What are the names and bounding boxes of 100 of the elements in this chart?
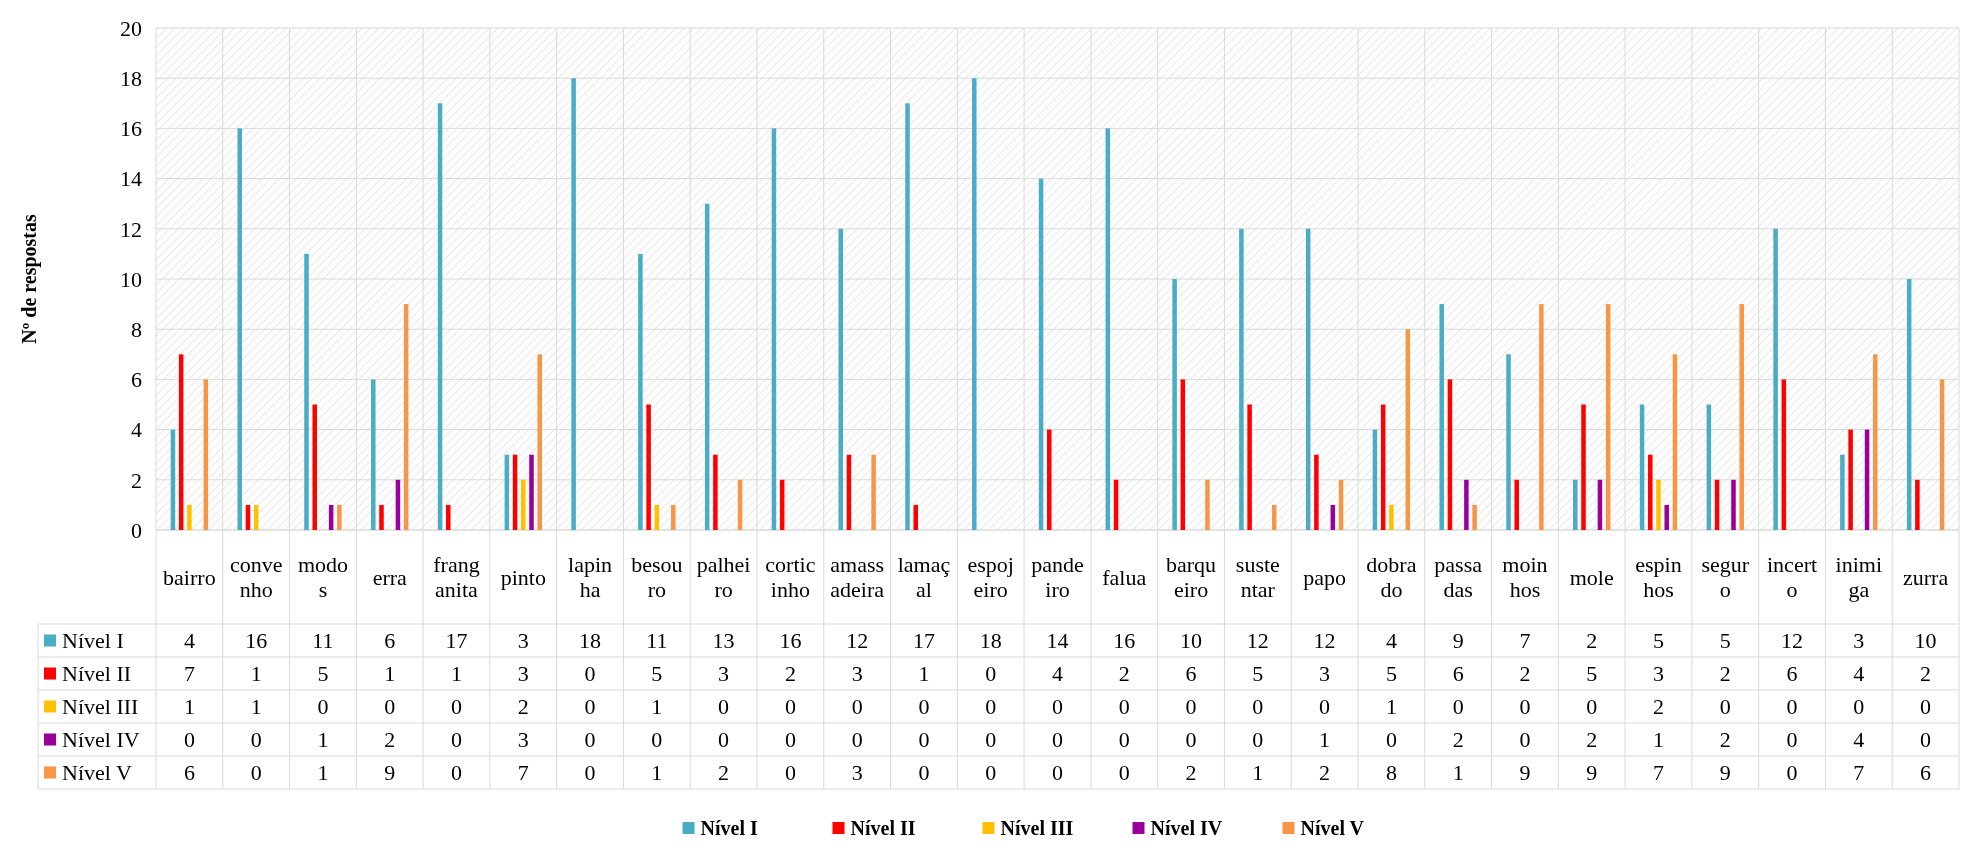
data-label: 1 [1452, 760, 1464, 786]
x-tick-label: seguro [1701, 552, 1750, 603]
data-label: 4 [1853, 661, 1865, 687]
bar [237, 128, 242, 530]
y-tick-label: 14 [120, 166, 142, 192]
data-label: 0 [1519, 694, 1531, 720]
data-label: 1 [1319, 727, 1331, 753]
data-label: 6 [1185, 661, 1197, 687]
bar [1648, 454, 1653, 530]
data-label: 0 [651, 727, 663, 753]
x-tick-label: pandeiro [1031, 552, 1084, 603]
data-label: 0 [985, 727, 997, 753]
bar [646, 404, 651, 530]
data-label: 0 [918, 727, 930, 753]
bar [1514, 479, 1519, 530]
data-label: 3 [517, 628, 529, 654]
bar [521, 479, 526, 530]
data-label: 3 [1319, 661, 1331, 687]
data-label: 0 [584, 760, 596, 786]
data-label: 0 [1118, 727, 1130, 753]
data-label: 2 [1920, 661, 1932, 687]
bar [1239, 228, 1244, 530]
bar [1389, 504, 1394, 530]
data-label: 5 [651, 661, 663, 687]
bar [379, 504, 384, 530]
y-tick-label: 12 [120, 216, 142, 242]
data-label: 4 [1385, 628, 1397, 654]
data-label: 0 [985, 694, 997, 720]
data-label: 0 [918, 694, 930, 720]
data-label: 3 [517, 661, 529, 687]
data-label: 9 [1719, 760, 1731, 786]
data-label: 16 [779, 628, 802, 654]
data-label: 10 [1914, 628, 1937, 654]
data-label: 3 [718, 661, 730, 687]
data-label: 2 [1118, 661, 1130, 687]
x-tick-label: erra [372, 564, 408, 590]
data-label: 0 [1052, 760, 1063, 786]
data-label: 2 [1319, 760, 1331, 786]
y-tick-label: 2 [131, 467, 142, 493]
data-label: 0 [718, 727, 730, 753]
x-tick-label: lamaçal [897, 552, 951, 603]
data-label: 12 [846, 628, 869, 654]
x-tick-label: passadas [1434, 552, 1483, 603]
bar [446, 504, 451, 530]
data-label: 0 [183, 727, 195, 753]
data-label: 1 [1653, 727, 1664, 753]
data-label: 4 [183, 628, 195, 654]
x-tick-label: dobrado [1366, 552, 1417, 603]
data-label: 7 [1853, 760, 1865, 786]
data-label: 0 [718, 694, 730, 720]
bar [1731, 479, 1736, 530]
data-label: 5 [1653, 628, 1664, 654]
x-tick-label: espojeiro [967, 552, 1014, 603]
bar [1873, 354, 1878, 530]
x-tick-label: falua [1102, 564, 1147, 590]
text: Nível V [1300, 817, 1365, 839]
data-label: 2 [1185, 760, 1197, 786]
x-tick-label: palheiro [696, 552, 751, 603]
data-label: 0 [985, 760, 997, 786]
data-label: 2 [1586, 727, 1598, 753]
y-tick-label: 6 [131, 367, 142, 393]
bar [1656, 479, 1661, 530]
x-tick-label: incerto [1767, 552, 1818, 603]
data-label: 5 [1719, 628, 1731, 654]
x-tick-label: lapinha [568, 552, 613, 603]
data-label: 2 [1653, 694, 1664, 720]
legend-label: Nível III [62, 694, 139, 720]
legend-label: Nível V [62, 760, 132, 786]
data-label: 5 [317, 661, 329, 687]
x-tick-label: espinhos [1635, 552, 1682, 603]
data-label: 9 [1452, 628, 1464, 654]
data-label: 0 [1920, 694, 1932, 720]
bar [1247, 404, 1252, 530]
data-label: 16 [1113, 628, 1136, 654]
data-label: 3 [1853, 628, 1865, 654]
data-label: 7 [183, 661, 195, 687]
data-label: 14 [1046, 628, 1069, 654]
bar [187, 504, 192, 530]
data-label: 1 [183, 694, 195, 720]
data-label: 6 [1920, 760, 1932, 786]
data-label: 6 [1452, 661, 1464, 687]
data-label: 0 [1519, 727, 1531, 753]
data-label: 6 [384, 628, 396, 654]
bar [1773, 228, 1778, 530]
data-label: 4 [1853, 727, 1865, 753]
x-tick-label: franganita [433, 552, 480, 603]
data-label: 6 [183, 760, 195, 786]
data-label: 0 [851, 727, 863, 753]
data-label: 6 [1786, 661, 1798, 687]
y-tick-label: 10 [120, 266, 142, 292]
bar [571, 78, 576, 530]
data-label: 0 [584, 661, 596, 687]
data-label: 2 [784, 661, 796, 687]
x-tick-label: besouro [631, 552, 683, 603]
bar [1506, 354, 1511, 530]
data-label: 12 [1246, 628, 1269, 654]
data-label: 0 [1452, 694, 1464, 720]
data-label: 5 [1385, 661, 1397, 687]
data-label: 9 [384, 760, 396, 786]
data-label: 2 [1719, 661, 1731, 687]
